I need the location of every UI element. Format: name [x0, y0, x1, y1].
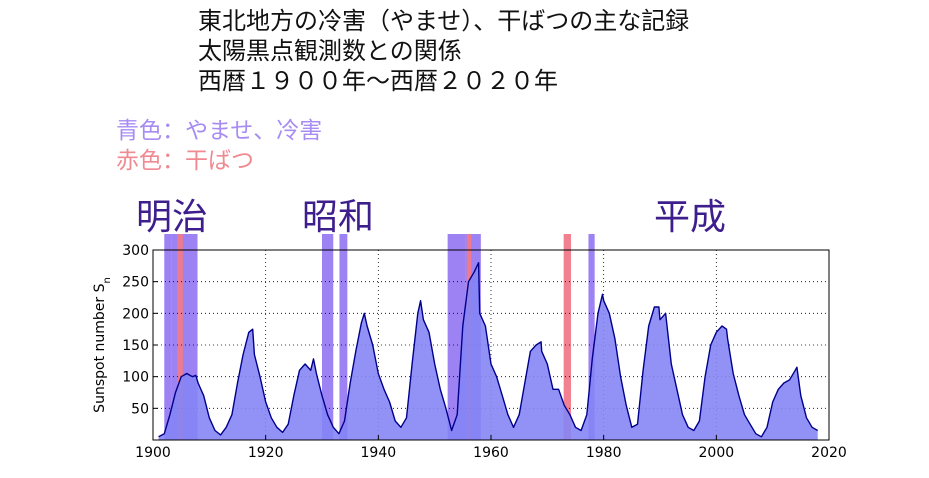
- y-axis-label-main: Sunspot number S: [92, 283, 108, 412]
- era-label-showa: 昭和: [302, 197, 375, 238]
- tick-labels: 1900 1920 1940 1960 1980 2000 2020 50 100 150 200 2…: [122, 243, 847, 461]
- x-tick-label-6: 2020: [811, 445, 847, 461]
- sunspot-line: [158, 262, 819, 438]
- x-tick-label-1: 1920: [248, 445, 284, 461]
- y-tick-label-0: 50: [131, 401, 149, 417]
- title-line-1: 東北地方の冷害（やませ）、干ばつの主な記録: [198, 7, 690, 35]
- x-tick-label-3: 1960: [473, 445, 509, 461]
- y-tick-label-3: 200: [122, 306, 149, 322]
- x-tick-label-5: 2000: [699, 445, 735, 461]
- title-line-3: 西暦１９００年〜西暦２０２０年: [198, 67, 558, 95]
- red-band-0: [177, 234, 183, 440]
- y-axis-label: Sunspot number Sn: [92, 277, 113, 413]
- blue-band-3: [339, 234, 348, 440]
- legend: 青色：やませ、冷害 赤色：干ばつ: [116, 116, 322, 176]
- red-band-2: [563, 234, 571, 440]
- era-label-heisei: 平成: [654, 197, 727, 238]
- title-line-2: 太陽黒点観測数との関係: [198, 37, 462, 65]
- y-tick-label-1: 100: [122, 370, 149, 386]
- y-axis-label-sub: n: [102, 277, 113, 283]
- sunspot-area: [158, 262, 818, 440]
- legend-red-label: 赤色：干ばつ: [116, 148, 254, 174]
- y-tick-label-2: 150: [122, 338, 149, 354]
- title-block: 東北地方の冷害（やませ）、干ばつの主な記録 太陽黒点観測数との関係 西暦１９００…: [198, 6, 689, 96]
- blue-band-6: [588, 234, 595, 440]
- x-tick-label-4: 1980: [586, 445, 622, 461]
- blue-band-0: [164, 234, 172, 440]
- y-tick-label-4: 250: [122, 275, 149, 291]
- x-tick-label-2: 1940: [361, 445, 397, 461]
- era-label-meiji: 明治: [136, 197, 209, 238]
- x-tick-label-0: 1900: [135, 445, 171, 461]
- legend-blue-label: 青色：やませ、冷害: [116, 118, 323, 144]
- blue-band-2: [322, 234, 334, 440]
- y-tick-label-5: 300: [122, 243, 149, 259]
